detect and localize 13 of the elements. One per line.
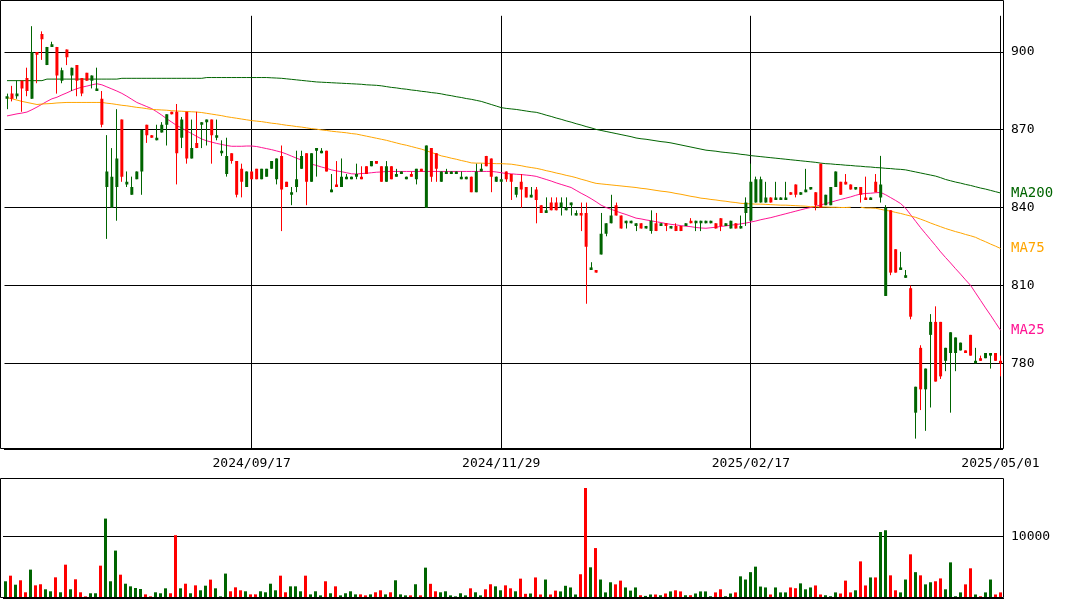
series-label: MA25	[1011, 320, 1045, 337]
y-tick-label: 840	[1011, 199, 1035, 215]
text: 10000	[1011, 527, 1051, 543]
series-label: MA75	[1011, 239, 1045, 256]
series-label: MA200	[1011, 183, 1054, 200]
x-tick-label: 2025/02/17	[711, 455, 791, 471]
y-tick-label: 810	[1011, 276, 1035, 292]
x-tick-label: 2024/09/17	[212, 455, 291, 471]
y-tick-label: 870	[1011, 121, 1035, 137]
x-tick-label: 2025/05/01	[961, 455, 1040, 471]
y-tick-label: 780	[1011, 354, 1035, 370]
y-tick-label: 900	[1011, 43, 1035, 59]
x-tick-label: 2024/11/29	[462, 455, 541, 471]
